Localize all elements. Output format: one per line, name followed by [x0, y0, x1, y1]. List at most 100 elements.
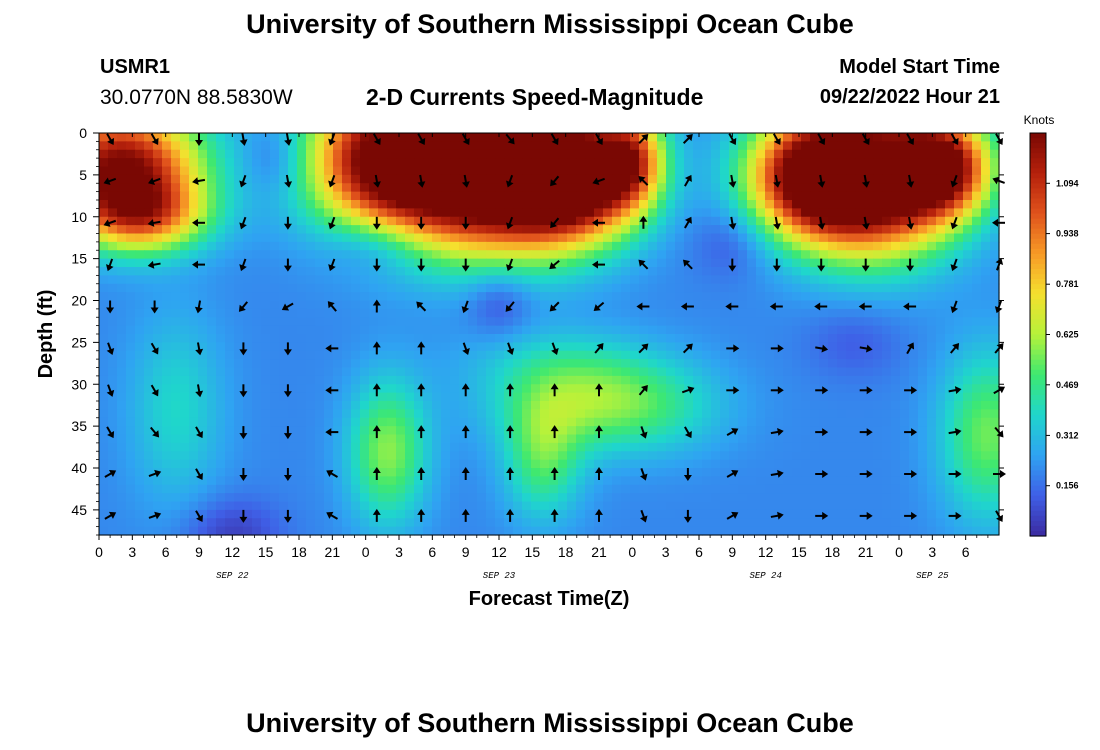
heat-cell — [828, 133, 838, 142]
heat-cell — [405, 250, 415, 260]
heat-cell — [171, 359, 181, 369]
heat-cell — [360, 174, 370, 184]
heat-cell — [603, 325, 613, 335]
heat-cell — [936, 133, 946, 142]
heat-cell — [630, 174, 640, 184]
heat-cell — [99, 409, 109, 419]
heat-cell — [711, 216, 721, 226]
heat-cell — [585, 300, 595, 310]
heat-cell — [621, 451, 631, 461]
heat-cell — [306, 141, 316, 151]
heat-cell — [252, 300, 262, 310]
heat-cell — [576, 275, 586, 285]
heat-cell — [342, 409, 352, 419]
heat-cell — [900, 133, 910, 142]
heat-cell — [513, 384, 523, 394]
heat-cell — [126, 509, 136, 519]
heat-cell — [468, 183, 478, 193]
heat-cell — [846, 501, 856, 511]
heat-cell — [810, 133, 820, 142]
heat-cell — [360, 359, 370, 369]
heat-cell — [981, 258, 991, 268]
heat-cell — [252, 258, 262, 268]
heat-cell — [945, 292, 955, 302]
heat-cell — [333, 442, 343, 452]
heat-cell — [180, 401, 190, 410]
heat-cell — [468, 375, 478, 385]
heat-cell — [738, 401, 748, 410]
current-arrow — [239, 132, 248, 146]
heat-cell — [828, 442, 838, 452]
heat-cell — [963, 208, 973, 218]
heat-cell — [396, 208, 406, 218]
heat-cell — [918, 409, 928, 419]
heat-cell — [738, 384, 748, 394]
heat-cell — [882, 442, 892, 452]
heat-cell — [234, 325, 244, 335]
heat-cell — [729, 267, 739, 276]
heat-cell — [981, 325, 991, 335]
heat-cell — [387, 493, 397, 503]
heat-cell — [648, 166, 658, 176]
heat-cell — [441, 476, 451, 486]
heat-cell — [234, 342, 244, 352]
heat-cell — [702, 493, 712, 503]
heat-cell — [324, 174, 334, 184]
heat-cell — [918, 434, 928, 444]
heat-cell — [684, 200, 694, 209]
current-arrow-head — [239, 139, 248, 146]
heat-cell — [558, 241, 568, 251]
heat-cell — [765, 325, 775, 335]
heat-cell — [558, 476, 568, 486]
current-arrow-head — [239, 180, 247, 188]
heat-cell — [837, 359, 847, 369]
heat-cell — [261, 308, 271, 318]
heat-cell — [900, 350, 910, 360]
heat-cell — [819, 158, 829, 168]
heat-cell — [576, 442, 586, 452]
heat-cell — [315, 501, 325, 511]
heat-cell — [648, 401, 658, 410]
heat-cell — [279, 149, 289, 159]
heat-cell — [891, 233, 901, 243]
heat-cell — [504, 158, 514, 168]
heat-cell — [585, 476, 595, 486]
heat-cell — [567, 241, 577, 251]
heat-cell — [819, 325, 829, 335]
heat-cell — [594, 183, 604, 193]
heat-cell — [423, 283, 433, 293]
heat-cell — [387, 241, 397, 251]
heat-cell — [657, 158, 667, 168]
heat-cell — [315, 468, 325, 477]
heat-cell — [711, 283, 721, 293]
heat-cell — [918, 501, 928, 511]
heat-cell — [891, 367, 901, 377]
heat-cell — [288, 334, 298, 343]
heat-cell — [819, 166, 829, 176]
heat-cell — [747, 308, 757, 318]
heat-cell — [576, 484, 586, 494]
heat-cell — [306, 375, 316, 385]
heat-cell — [513, 216, 523, 226]
current-arrow — [461, 216, 470, 230]
heat-cell — [117, 258, 127, 268]
heat-cell — [459, 149, 469, 159]
heat-cell — [396, 509, 406, 519]
heat-cell — [180, 325, 190, 335]
heat-cell — [369, 325, 379, 335]
heat-cell — [207, 233, 217, 243]
heat-cell — [693, 350, 703, 360]
heat-cell — [747, 200, 757, 209]
current-arrow-head — [992, 176, 1000, 185]
heat-cell — [621, 384, 631, 394]
heat-cell — [567, 308, 577, 318]
heat-cell — [945, 158, 955, 168]
heat-cell — [801, 308, 811, 318]
heat-cell — [720, 275, 730, 285]
heat-cell — [117, 233, 127, 243]
heat-cell — [603, 417, 613, 427]
heat-cell — [198, 241, 208, 251]
heat-cell — [648, 191, 658, 201]
heat-cell — [621, 526, 631, 536]
heat-cell — [873, 375, 883, 385]
